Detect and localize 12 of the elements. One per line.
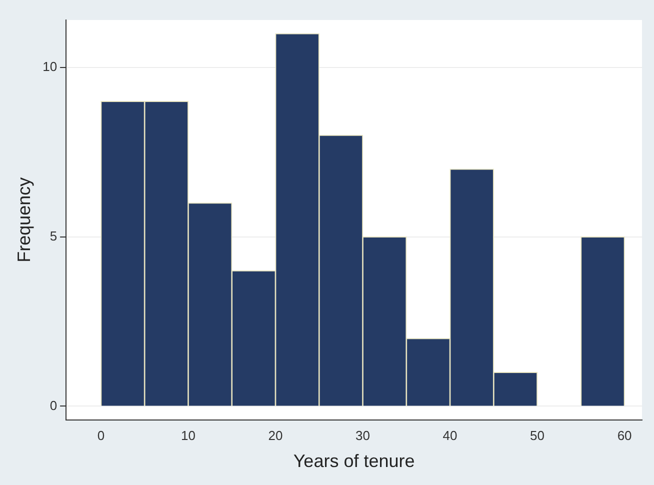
x-axis-title: Years of tenure — [293, 451, 415, 472]
x-tick-label: 40 — [442, 428, 458, 444]
y-tick-label: 5 — [50, 228, 58, 244]
x-tick-label: 30 — [356, 428, 370, 444]
y-tick-label: 0 — [50, 398, 58, 413]
x-tick-label: 50 — [530, 428, 545, 444]
x-tick-label: 60 — [617, 428, 632, 444]
x-tick-label: 10 — [180, 428, 196, 444]
y-axis-title: Frequency — [14, 177, 34, 262]
x-tick-label: 0 — [97, 428, 105, 444]
x-tick-label: 20 — [268, 428, 283, 444]
y-tick-label: 10 — [42, 59, 58, 74]
